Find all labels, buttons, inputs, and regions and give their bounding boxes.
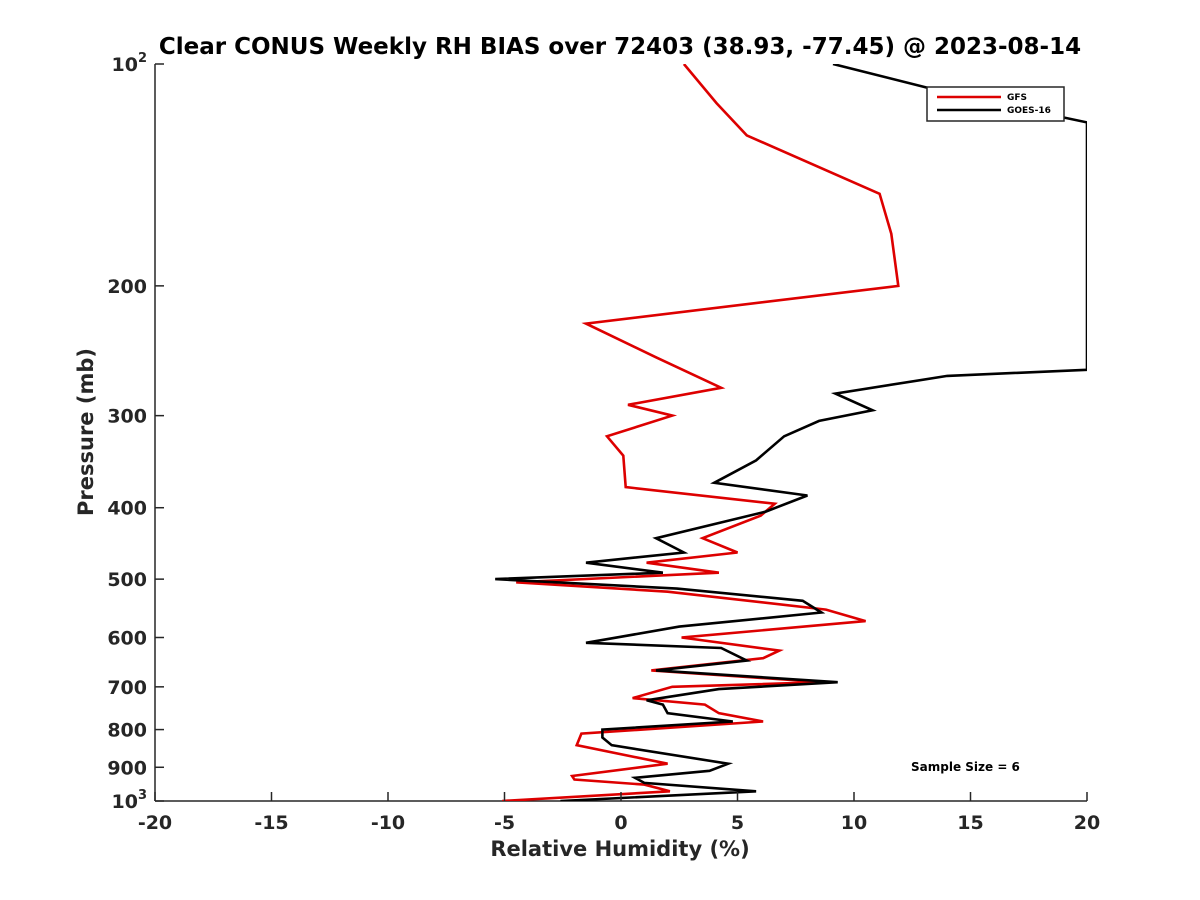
legend-label: GFS (1007, 93, 1027, 103)
y-tick-label: 600 (107, 627, 147, 649)
series-line-goes-16 (495, 64, 1087, 801)
series-layer (495, 64, 1087, 801)
y-tick-label: 300 (107, 406, 147, 428)
x-axis-ticks: -20 -15 -10 -5 0 5 10 15 20 (138, 792, 1100, 834)
legend-label: GOES-16 (1007, 106, 1051, 116)
y-tick-label: 103 (112, 788, 148, 813)
chart-title: Clear CONUS Weekly RH BIAS over 72403 (3… (159, 34, 1081, 60)
y-tick-label: 900 (107, 757, 147, 779)
y-axis-ticks: 102 200 300 400 500 600 700 800 900 103 (107, 51, 164, 813)
x-tick-label: -15 (254, 812, 288, 834)
legend: GFS GOES-16 (926, 86, 1065, 122)
x-tick-label: 5 (731, 812, 744, 834)
x-tick-label: 10 (841, 812, 867, 834)
y-tick-label: 102 (112, 51, 148, 76)
legend-box (926, 86, 1065, 122)
x-tick-label: 0 (614, 812, 627, 834)
y-tick-label: 200 (107, 276, 147, 298)
y-tick-label: 400 (107, 498, 147, 520)
x-axis-label: Relative Humidity (%) (490, 837, 749, 861)
x-tick-label: 20 (1074, 812, 1100, 834)
series-line-gfs (502, 64, 900, 801)
x-tick-label: -20 (138, 812, 172, 834)
y-tick-label: 800 (107, 720, 147, 742)
x-tick-label: -10 (371, 812, 405, 834)
sample-size-annotation: Sample Size = 6 (911, 760, 1020, 774)
y-tick-label: 500 (107, 569, 147, 591)
x-tick-label: 15 (957, 812, 983, 834)
y-tick-label: 700 (107, 677, 147, 699)
y-axis-label: Pressure (mb) (74, 348, 98, 516)
x-tick-label: -5 (494, 812, 515, 834)
